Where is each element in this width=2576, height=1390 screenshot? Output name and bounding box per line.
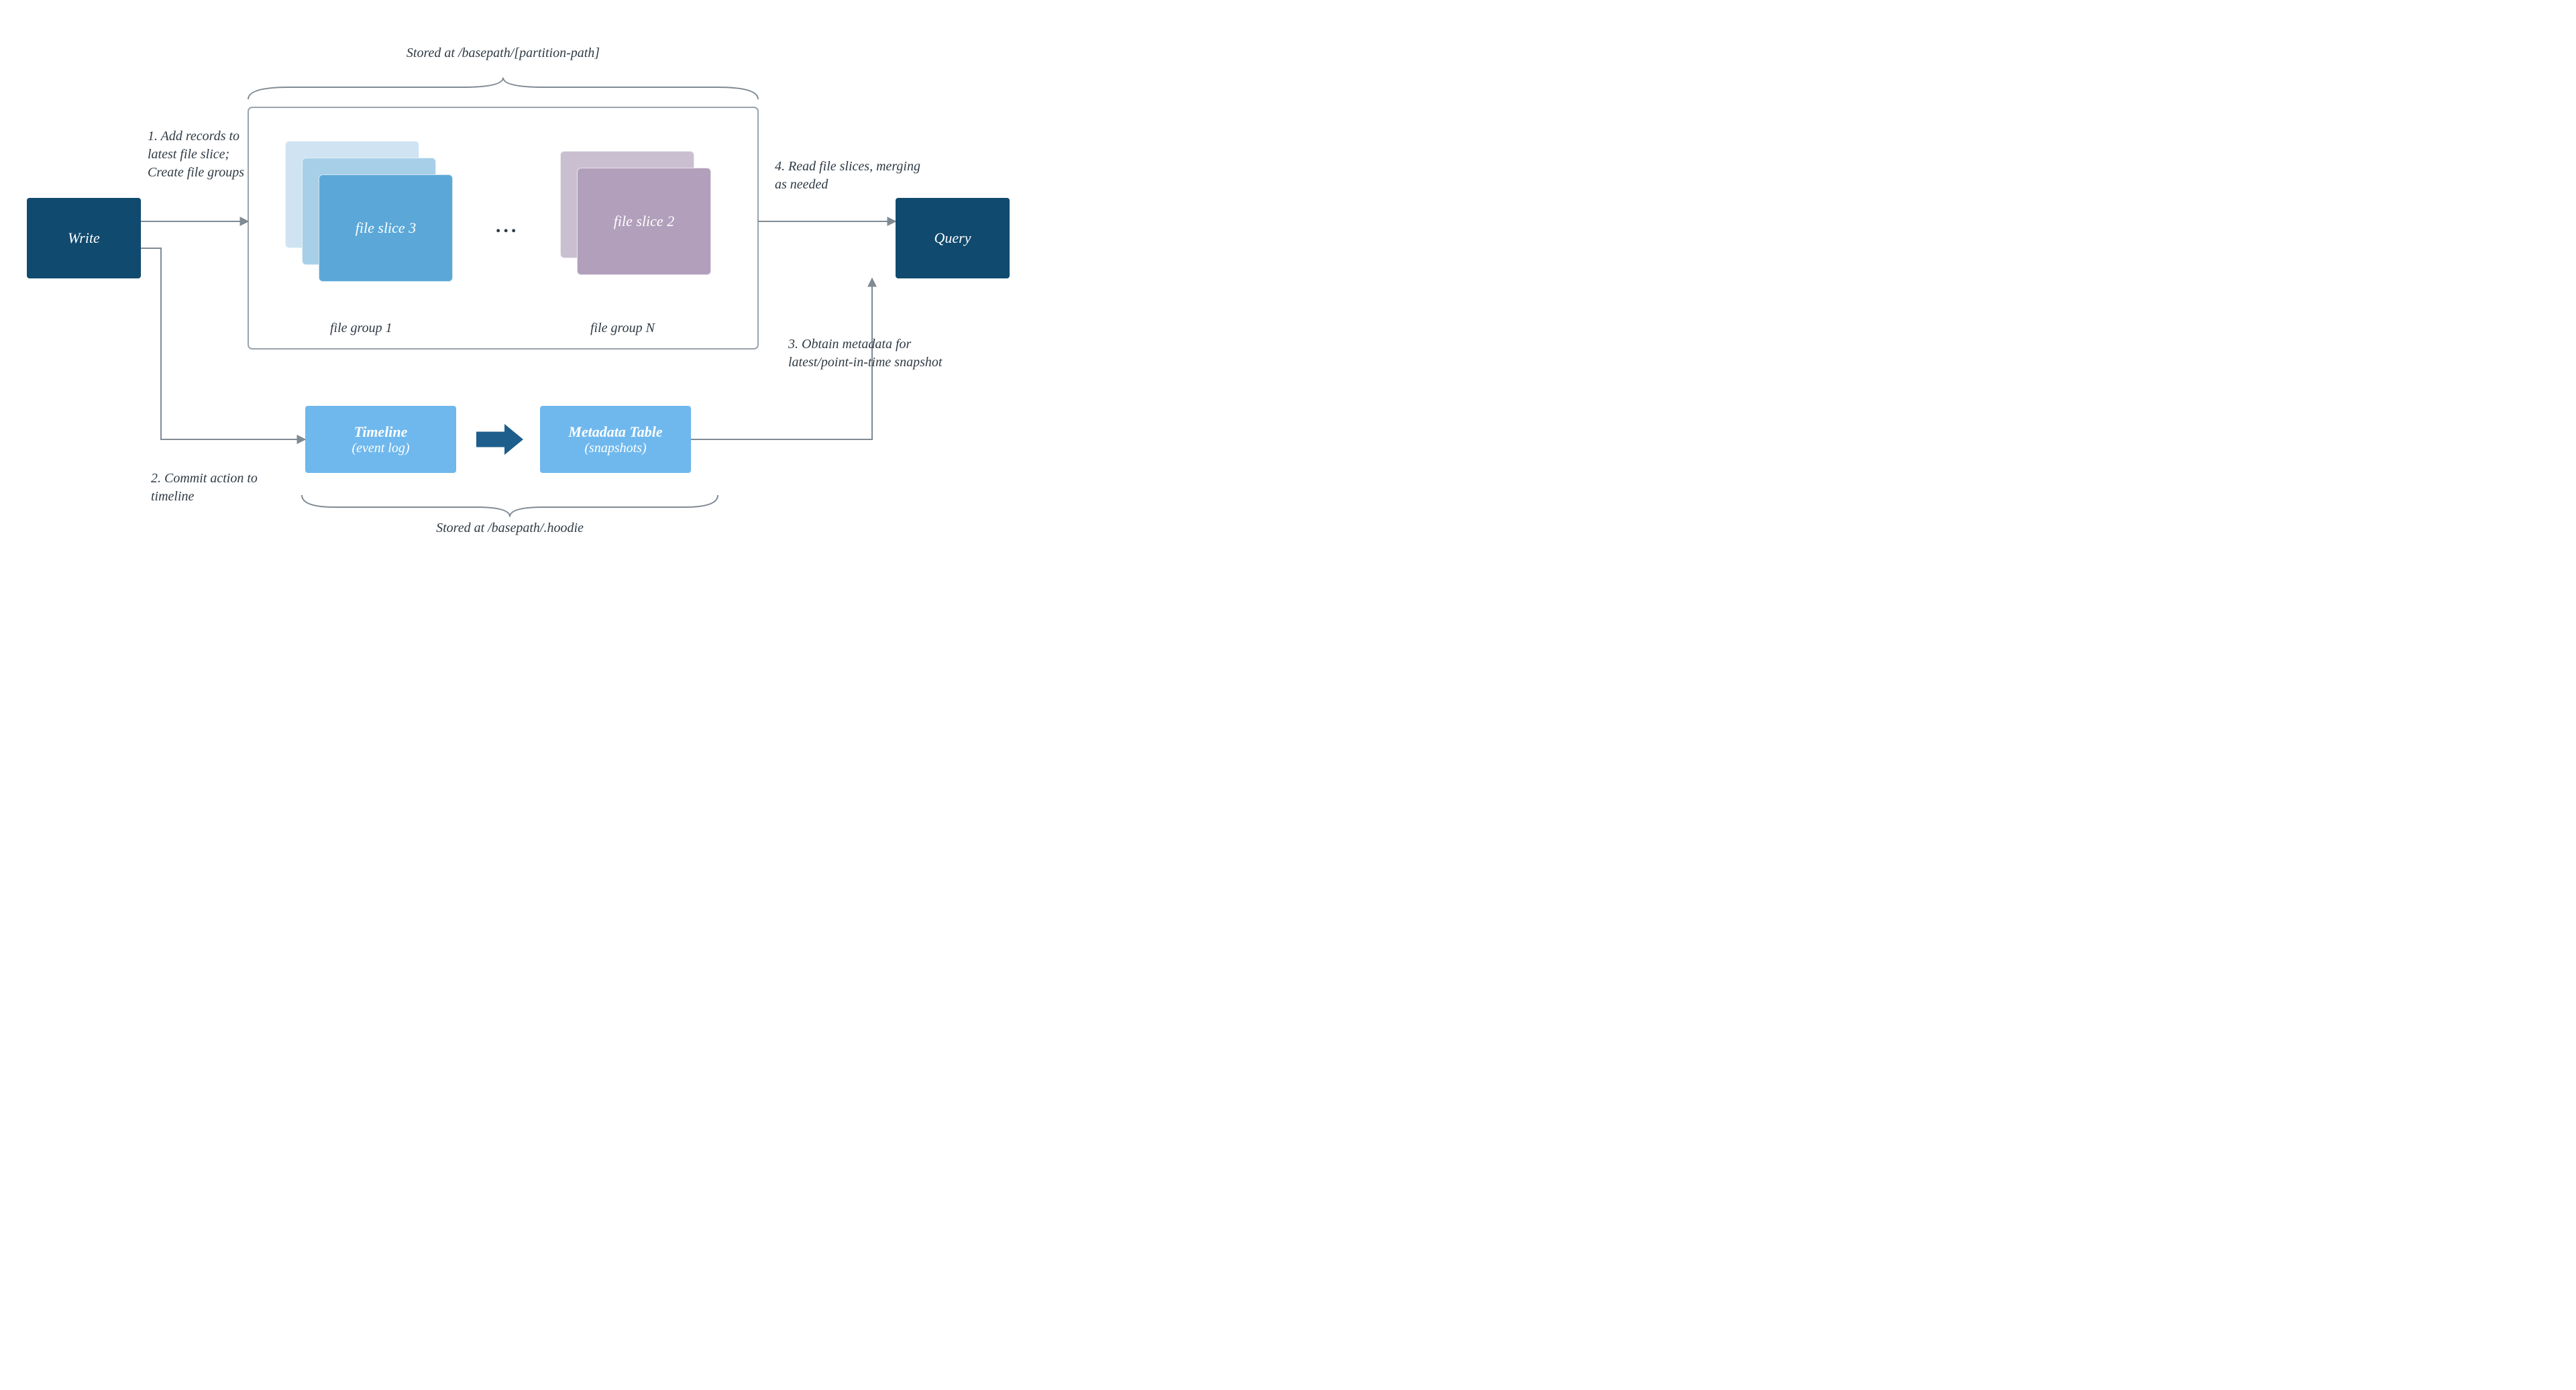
timeline-box-subtitle: (event log) xyxy=(352,441,409,456)
step-1: 1. Add records to latest file slice; Cre… xyxy=(148,127,268,182)
connector xyxy=(141,248,305,439)
timeline-box: Timeline(event log) xyxy=(305,406,456,473)
timeline-to-metadata-arrow xyxy=(476,424,523,455)
write-label: Write xyxy=(68,229,100,247)
write-box: Write xyxy=(27,198,141,278)
diagram-canvas: Write Query Timeline(event log) Metadata Ta… xyxy=(0,0,1030,556)
step-3: 3. Obtain metadata for latest/point-in-t… xyxy=(788,335,943,372)
step-4: 4. Read file slices, merging as needed xyxy=(775,158,922,194)
brace-top xyxy=(248,78,758,99)
file-group-n-label: file group N xyxy=(590,321,655,336)
brace-top-text: Stored at /basepath/[partition-path] xyxy=(248,46,758,61)
ellipsis: ... xyxy=(496,215,520,237)
metadata-box-title: Metadata Table xyxy=(568,423,662,441)
file-group-1-slice-2-label: file slice 3 xyxy=(356,219,416,237)
file-group-n-slice-1: file slice 2 xyxy=(577,168,711,275)
brace-bottom-text: Stored at /basepath/.hoodie xyxy=(302,521,718,536)
query-box: Query xyxy=(896,198,1010,278)
query-label: Query xyxy=(934,229,971,247)
timeline-box-title: Timeline xyxy=(354,423,408,441)
metadata-box: Metadata Table(snapshots) xyxy=(540,406,691,473)
file-group-1-slice-2: file slice 3 xyxy=(319,174,453,282)
file-group-n-slice-1-label: file slice 2 xyxy=(614,213,674,230)
file-group-1-label: file group 1 xyxy=(330,321,392,336)
metadata-box-subtitle: (snapshots) xyxy=(584,441,646,456)
brace-bottom xyxy=(302,495,718,517)
step-2: 2. Commit action to timeline xyxy=(151,470,299,506)
